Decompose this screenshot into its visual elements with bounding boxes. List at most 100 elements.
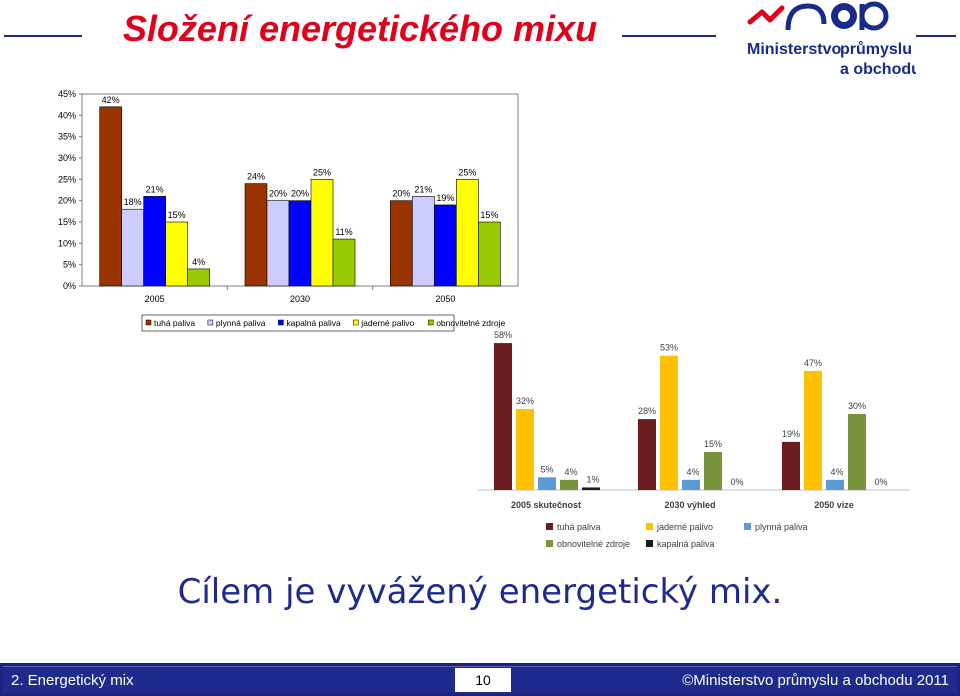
footer-section: 2. Energetický mix [11, 672, 134, 689]
legend-swatch [744, 523, 751, 530]
data-label: 5% [540, 464, 553, 474]
x-tick-label: 2005 skutečnost [511, 500, 581, 510]
bar [682, 479, 700, 490]
footer-copyright: ©Ministerstvo průmyslu a obchodu 2011 [682, 672, 949, 689]
data-label: 0% [730, 477, 743, 487]
data-label: 32% [516, 396, 534, 406]
header-rule-right [916, 35, 956, 37]
data-label: 58% [494, 330, 512, 340]
bar [456, 179, 479, 287]
legend-swatch [353, 319, 359, 326]
footer-page-number: 10 [455, 668, 511, 692]
data-label: 18% [124, 197, 142, 207]
data-label: 19% [436, 193, 454, 203]
data-label: 47% [804, 358, 822, 368]
bar [187, 268, 210, 287]
legend-swatch [646, 523, 653, 530]
logo-line2: průmyslu [840, 41, 912, 58]
data-label: 15% [168, 210, 186, 220]
bar [412, 196, 435, 287]
legend-label: tuhá paliva [557, 522, 601, 532]
x-tick-label: 2030 [290, 294, 310, 304]
bar [826, 479, 844, 490]
legend-label: obnovitelné zdroje [557, 539, 630, 549]
y-tick-label: 15% [58, 217, 76, 227]
ministry-logo: Ministerstvo průmyslu a obchodu [747, 1, 916, 78]
legend-swatch [207, 319, 214, 326]
y-tick-label: 40% [58, 110, 76, 120]
legend-label: jaderné palivo [360, 318, 414, 328]
legend-label: kapalná paliva [657, 539, 715, 549]
legend-label: plynná paliva [216, 318, 266, 328]
y-tick-label: 25% [58, 174, 76, 184]
footer-bar: 2. Energetický mix 10 ©Ministerstvo prům… [0, 663, 960, 696]
bar [704, 452, 722, 490]
legend-label: obnovitelné zdroje [436, 318, 505, 328]
legend-swatch [278, 319, 284, 326]
data-label: 19% [782, 429, 800, 439]
data-label: 0% [874, 477, 887, 487]
data-label: 30% [848, 401, 866, 411]
data-label: 1% [586, 474, 599, 484]
data-label: 15% [480, 210, 498, 220]
data-label: 15% [704, 439, 722, 449]
logo-line1: Ministerstvo [747, 41, 841, 58]
data-label: 28% [638, 406, 656, 416]
legend-label: jaderné palivo [656, 522, 713, 532]
bar [244, 183, 268, 287]
x-tick-label: 2050 [435, 294, 455, 304]
data-label: 4% [686, 467, 699, 477]
bar [848, 414, 866, 490]
legend-swatch [427, 319, 434, 326]
data-label: 4% [830, 467, 843, 477]
data-label: 25% [313, 167, 331, 177]
y-tick-label: 10% [58, 238, 76, 248]
logo-gear-icon [831, 3, 857, 29]
data-label: 53% [660, 343, 678, 353]
data-label: 4% [192, 257, 205, 267]
legend-swatch [145, 319, 152, 326]
data-label: 25% [458, 167, 476, 177]
x-tick-label: 2050 vize [814, 500, 854, 510]
bar [782, 441, 800, 490]
bar [143, 196, 166, 287]
legend-swatch [646, 540, 653, 547]
bar [638, 419, 656, 490]
data-label: 20% [291, 189, 309, 199]
slide-subtitle: Cílem je vyvážený energetický mix. [177, 572, 783, 612]
data-label: 21% [146, 184, 164, 194]
x-tick-label: 2030 výhled [664, 500, 715, 510]
logo-swoosh-icon [747, 5, 785, 25]
y-tick-label: 0% [63, 281, 76, 291]
header-rule-mid [622, 35, 716, 37]
bar [332, 238, 356, 287]
data-label: 4% [564, 467, 577, 477]
bar [99, 106, 122, 287]
x-tick-label: 2005 [145, 294, 165, 304]
chart-energy-mix-2005-2050: 0% 5% 10% 15% 20% 25% 30% 35% 40% 45% 42% 18% 21% 15%… [58, 89, 519, 332]
bar [478, 221, 501, 287]
bar [538, 477, 556, 490]
legend-label: kapalná paliva [286, 318, 341, 328]
bar [266, 200, 290, 287]
data-label: 24% [247, 172, 265, 182]
bar [516, 408, 534, 490]
bar [804, 370, 822, 490]
bar [165, 221, 188, 287]
header-rule-left [4, 35, 82, 37]
data-label: 11% [335, 227, 352, 237]
bar [434, 204, 457, 287]
bar [288, 200, 312, 287]
bar [121, 208, 144, 287]
data-label: 21% [414, 184, 432, 194]
legend-label: plynná paliva [755, 522, 808, 532]
bar [560, 479, 578, 490]
y-tick-label: 35% [58, 132, 76, 142]
legend: tuhá paliva jaderné palivo plynná paliva ob… [546, 522, 808, 549]
footer-inner: 2. Energetický mix 10 ©Ministerstvo prům… [3, 666, 957, 694]
logo-line3: a obchodu [840, 61, 916, 78]
data-label: 20% [392, 189, 410, 199]
bar [390, 200, 413, 287]
bar [582, 487, 600, 490]
legend-label: tuhá paliva [154, 318, 195, 328]
